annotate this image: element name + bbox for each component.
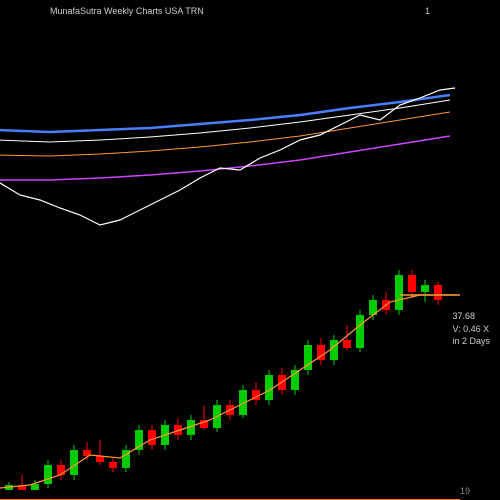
chart-title: MunafaSutra Weekly Charts USA TRN	[50, 6, 204, 16]
price-value: 37.68	[452, 310, 490, 323]
chart-scale: 1	[425, 6, 430, 16]
candlestick-chart	[0, 240, 460, 490]
volume-value: V: 0.46 X	[452, 323, 490, 336]
time-value: in 2 Days	[452, 335, 490, 348]
price-info: 37.68 V: 0.46 X in 2 Days	[452, 310, 490, 348]
footer-text: 19	[460, 486, 470, 496]
indicator-chart	[0, 60, 460, 240]
